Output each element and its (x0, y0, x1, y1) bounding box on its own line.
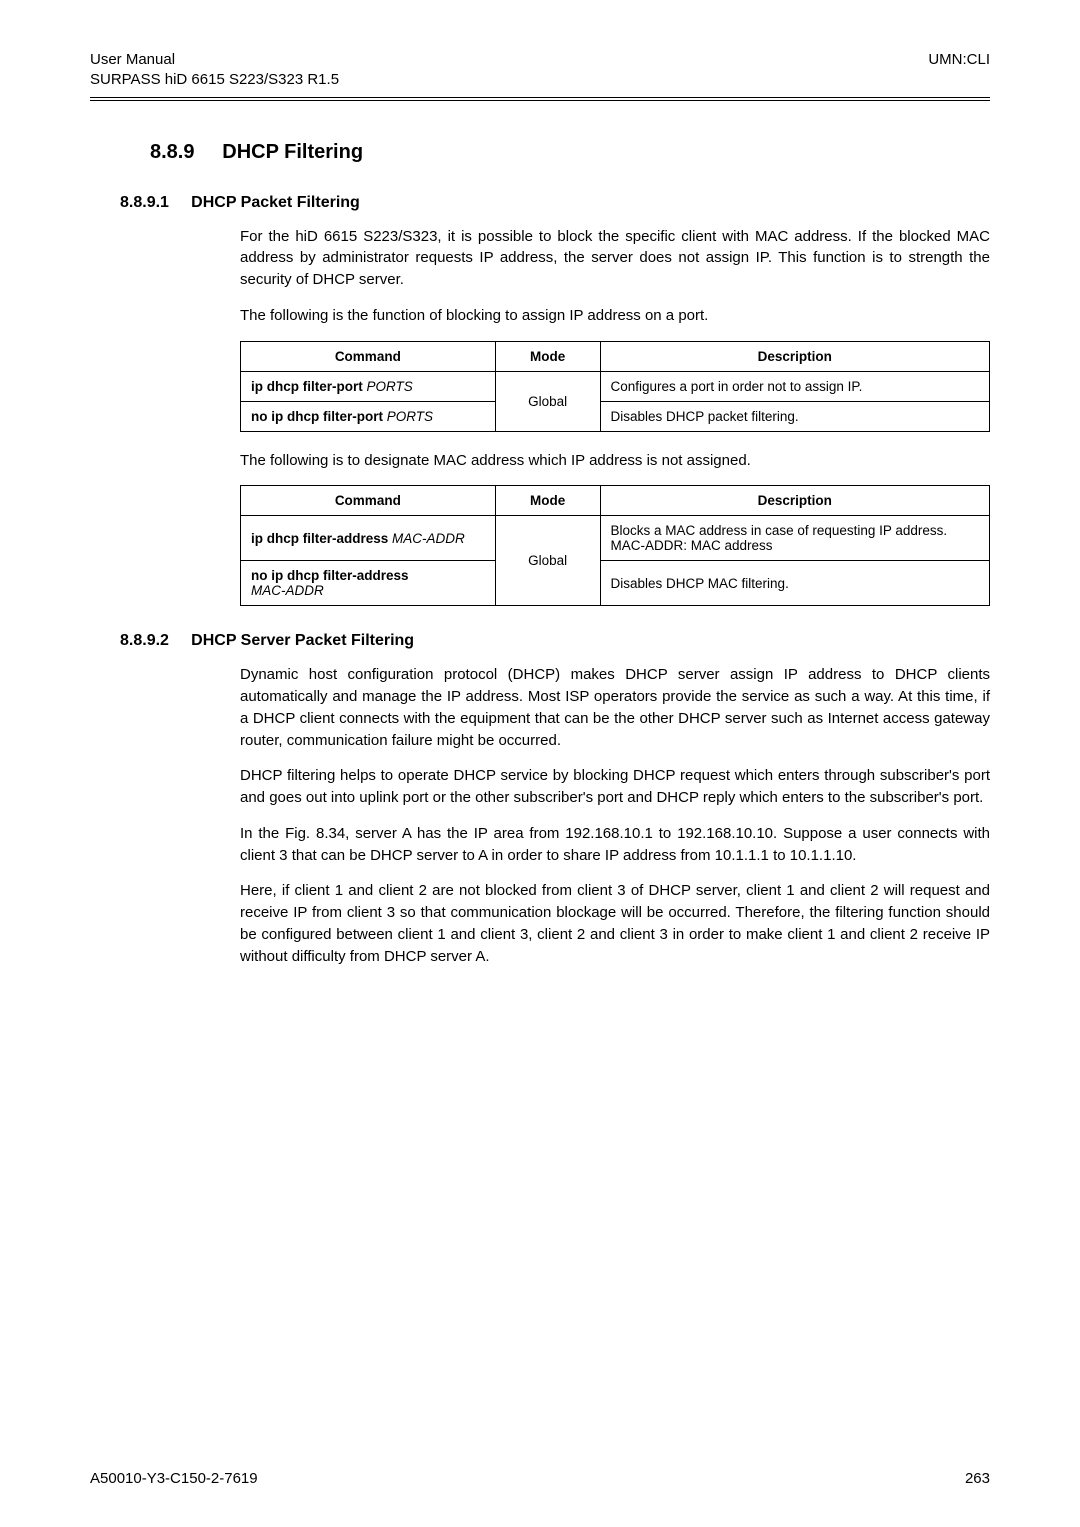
section-8892-title: DHCP Server Packet Filtering (191, 632, 414, 649)
desc-line1: Blocks a MAC address in case of requesti… (611, 523, 979, 538)
section-8892-p1: Dynamic host configuration protocol (DHC… (240, 664, 990, 751)
cmd-italic: PORTS (387, 409, 433, 424)
th-description: Description (600, 486, 989, 516)
table-row: no ip dhcp filter-port PORTS Disables DH… (241, 401, 990, 431)
section-8891-p2: The following is the function of blockin… (240, 305, 990, 327)
section-8892-number: 8.8.9.2 (120, 632, 169, 649)
desc-line2: MAC-ADDR: MAC address (611, 538, 979, 553)
table-row: ip dhcp filter-address MAC-ADDR Global B… (241, 516, 990, 561)
th-mode: Mode (495, 486, 600, 516)
td-command: no ip dhcp filter-port PORTS (241, 401, 496, 431)
th-description: Description (600, 341, 989, 371)
table-row: Command Mode Description (241, 486, 990, 516)
section-8891-number: 8.8.9.1 (120, 194, 169, 211)
cmd-italic: MAC-ADDR (251, 583, 485, 598)
table-row: ip dhcp filter-port PORTS Global Configu… (241, 371, 990, 401)
section-8892-p3: In the Fig. 8.34, server A has the IP ar… (240, 823, 990, 867)
section-8891-title: DHCP Packet Filtering (191, 194, 360, 211)
footer-left: A50010-Y3-C150-2-7619 (90, 1470, 258, 1487)
page-footer: A50010-Y3-C150-2-7619 263 (90, 1470, 990, 1487)
td-mode: Global (495, 371, 600, 431)
td-desc: Configures a port in order not to assign… (600, 371, 989, 401)
header-rule-thick (90, 97, 990, 98)
section-8892-p2: DHCP filtering helps to operate DHCP ser… (240, 765, 990, 809)
section-8891-p1: For the hiD 6615 S223/S323, it is possib… (240, 226, 990, 291)
td-command: ip dhcp filter-address MAC-ADDR (241, 516, 496, 561)
table-row: no ip dhcp filter-address MAC-ADDR Disab… (241, 561, 990, 606)
header-rule-thin (90, 100, 990, 101)
td-mode: Global (495, 516, 600, 606)
table-8891-1: Command Mode Description ip dhcp filter-… (240, 341, 990, 432)
td-desc: Disables DHCP packet filtering. (600, 401, 989, 431)
td-command: ip dhcp filter-port PORTS (241, 371, 496, 401)
header-left-line1: User Manual (90, 50, 339, 70)
page-header: User Manual SURPASS hiD 6615 S223/S323 R… (90, 50, 990, 91)
cmd-bold: ip dhcp filter-address (251, 531, 392, 546)
cmd-bold: no ip dhcp filter-address (251, 568, 485, 583)
td-desc: Blocks a MAC address in case of requesti… (600, 516, 989, 561)
section-889-heading: 8.8.9 DHCP Filtering (150, 141, 990, 164)
header-left: User Manual SURPASS hiD 6615 S223/S323 R… (90, 50, 339, 91)
td-command: no ip dhcp filter-address MAC-ADDR (241, 561, 496, 606)
table-8891-2: Command Mode Description ip dhcp filter-… (240, 485, 990, 606)
section-889-title: DHCP Filtering (222, 141, 363, 163)
td-desc: Disables DHCP MAC filtering. (600, 561, 989, 606)
th-command: Command (241, 486, 496, 516)
th-command: Command (241, 341, 496, 371)
section-8892-heading: 8.8.9.2 DHCP Server Packet Filtering (120, 632, 990, 650)
cmd-italic: PORTS (367, 379, 413, 394)
header-right: UMN:CLI (928, 50, 990, 91)
header-left-line2: SURPASS hiD 6615 S223/S323 R1.5 (90, 70, 339, 90)
cmd-italic: MAC-ADDR (392, 531, 465, 546)
th-mode: Mode (495, 341, 600, 371)
cmd-bold: ip dhcp filter-port (251, 379, 367, 394)
section-8892-p4: Here, if client 1 and client 2 are not b… (240, 880, 990, 967)
section-8891-p3: The following is to designate MAC addres… (240, 450, 990, 472)
footer-right: 263 (965, 1470, 990, 1487)
cmd-bold: no ip dhcp filter-port (251, 409, 387, 424)
table-row: Command Mode Description (241, 341, 990, 371)
section-889-number: 8.8.9 (150, 141, 194, 163)
section-8891-heading: 8.8.9.1 DHCP Packet Filtering (120, 194, 990, 212)
